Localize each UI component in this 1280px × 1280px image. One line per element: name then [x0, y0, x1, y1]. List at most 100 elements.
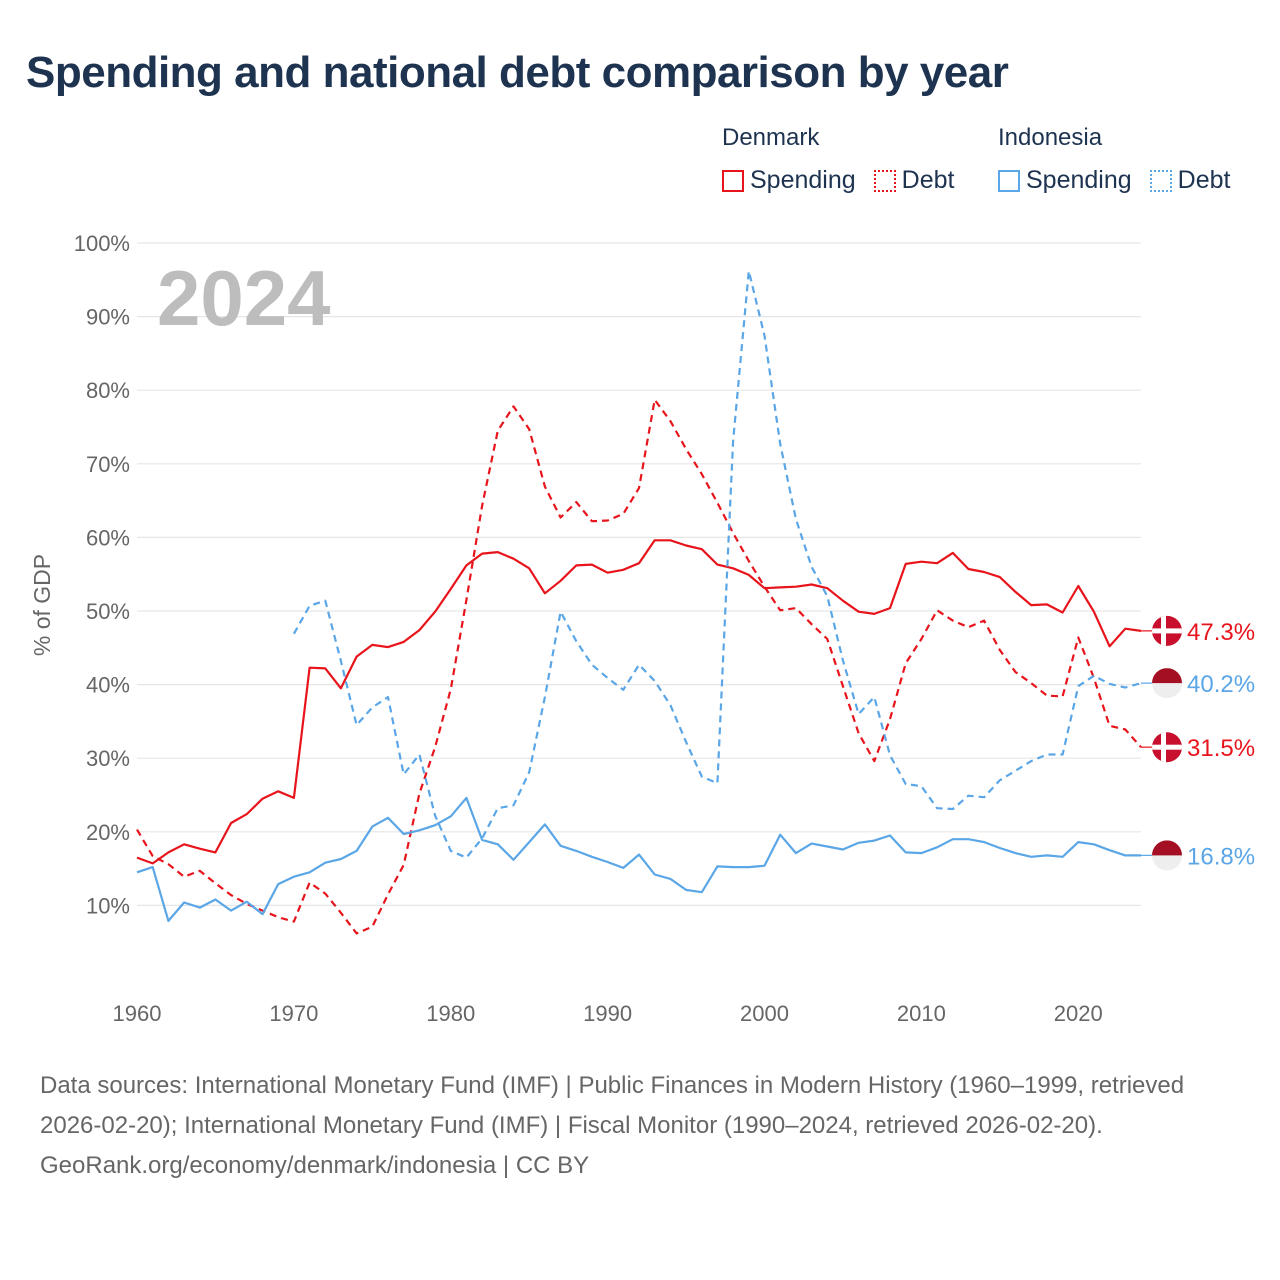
- legend-item-denmark-debt[interactable]: Debt: [873, 166, 954, 195]
- series-line-denmark-spending[interactable]: [136, 539, 1142, 865]
- data-point: [182, 874, 187, 879]
- data-point: [872, 838, 877, 843]
- data-point: [856, 731, 861, 736]
- data-point: [950, 806, 955, 811]
- data-point: [323, 860, 328, 865]
- data-point: [778, 585, 783, 590]
- series-lines: [135, 269, 1142, 935]
- legend-item-indonesia-debt[interactable]: Debt: [1149, 166, 1231, 195]
- data-point: [1107, 644, 1112, 649]
- series-line-indonesia-spending[interactable]: [136, 796, 1141, 922]
- legend-label: Debt: [1177, 166, 1231, 194]
- denmark-flag-icon: [1152, 732, 1182, 763]
- data-point: [888, 606, 893, 611]
- data-point: [433, 745, 438, 750]
- data-point: [997, 778, 1002, 783]
- series-line-indonesia-debt[interactable]: [292, 269, 1142, 859]
- data-point: [354, 654, 359, 659]
- data-point: [746, 558, 751, 563]
- data-point: [982, 840, 987, 845]
- data-point: [762, 333, 767, 338]
- data-point: [511, 857, 516, 862]
- data-point: [935, 806, 940, 811]
- data-point: [448, 687, 453, 692]
- data-point: [338, 686, 343, 691]
- data-point: [840, 684, 845, 689]
- data-point: [982, 618, 987, 623]
- credit-link[interactable]: GeoRank.org/economy/denmark/indonesia | …: [40, 1152, 590, 1179]
- data-sources: Data sources: International Monetary Fun…: [40, 1072, 1185, 1139]
- data-point: [809, 622, 814, 627]
- series-line-denmark-debt[interactable]: [136, 398, 1142, 935]
- legend-label: Spending: [1026, 166, 1132, 194]
- data-point: [135, 870, 140, 875]
- end-value-label: 16.8%: [1187, 843, 1255, 870]
- y-tick-label: 20%: [86, 820, 130, 845]
- data-point: [417, 828, 422, 833]
- data-point: [935, 561, 940, 566]
- data-point: [605, 518, 610, 523]
- data-point: [1044, 693, 1049, 698]
- data-point: [621, 511, 626, 516]
- data-point: [386, 645, 391, 650]
- data-point: [1013, 851, 1018, 856]
- data-point: [417, 628, 422, 633]
- data-point: [1013, 589, 1018, 594]
- data-point: [982, 569, 987, 574]
- end-value-label: 31.5%: [1187, 735, 1255, 762]
- data-point: [150, 865, 155, 870]
- data-point: [919, 784, 924, 789]
- data-point: [574, 500, 579, 505]
- data-point: [542, 484, 547, 489]
- data-point: [511, 556, 516, 561]
- data-point: [401, 862, 406, 867]
- data-point: [605, 859, 610, 864]
- data-point: [558, 609, 563, 614]
- data-point: [888, 833, 893, 838]
- data-point: [1044, 853, 1049, 858]
- data-point: [197, 905, 202, 910]
- legend-swatch-dotted-icon: [1149, 169, 1172, 192]
- data-point: [495, 550, 500, 555]
- legend-group-indonesia: Indonesia Spending Debt: [998, 124, 1230, 195]
- x-axis-ticks: 1960 1970 1980 1990 2000 2010 2020: [113, 1001, 1103, 1026]
- data-point: [1060, 854, 1065, 859]
- data-point: [888, 753, 893, 758]
- data-point: [291, 631, 296, 636]
- data-point: [872, 695, 877, 700]
- legend-item-indonesia-spending[interactable]: Spending: [998, 166, 1132, 195]
- data-point: [166, 850, 171, 855]
- data-point: [480, 836, 485, 841]
- data-point: [935, 608, 940, 613]
- data-point: [1076, 635, 1081, 640]
- indonesia-flag-icon: [1152, 840, 1182, 871]
- data-point: [260, 796, 265, 801]
- data-point: [1076, 684, 1081, 689]
- data-point: [495, 806, 500, 811]
- data-point: [605, 675, 610, 680]
- data-point: [1076, 840, 1081, 845]
- data-point: [1044, 752, 1049, 757]
- data-point: [715, 781, 720, 786]
- data-point: [809, 841, 814, 846]
- legend-group-title-denmark: Denmark: [722, 124, 820, 151]
- data-point: [1013, 670, 1018, 675]
- denmark-flag-icon: [1152, 615, 1182, 646]
- data-point: [542, 695, 547, 700]
- data-point: [997, 575, 1002, 580]
- data-point: [558, 843, 563, 848]
- y-tick-label: 50%: [86, 599, 130, 624]
- data-point: [731, 438, 736, 443]
- data-point: [135, 827, 140, 832]
- data-point: [480, 551, 485, 556]
- data-point: [637, 852, 642, 857]
- legend-item-denmark-spending[interactable]: Spending: [722, 166, 856, 195]
- data-point: [731, 865, 736, 870]
- x-tick-label: 2010: [897, 1001, 946, 1026]
- data-point: [1091, 609, 1096, 614]
- data-point: [1091, 673, 1096, 678]
- data-point: [213, 850, 218, 855]
- data-point: [778, 441, 783, 446]
- y-tick-label: 70%: [86, 452, 130, 477]
- data-point: [574, 848, 579, 853]
